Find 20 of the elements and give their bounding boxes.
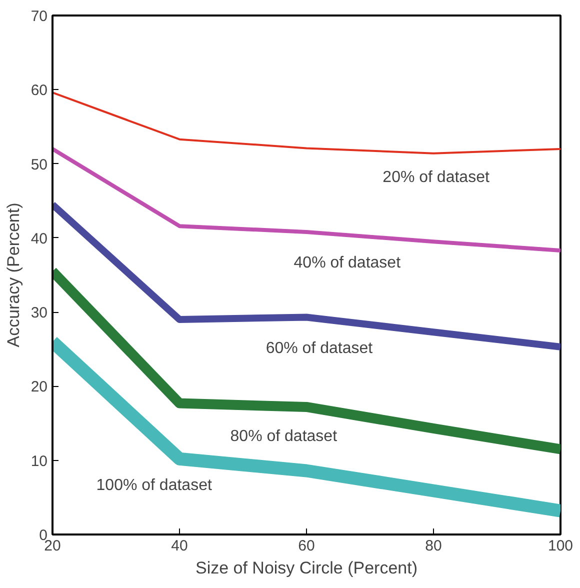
series-label: 60% of dataset <box>266 340 374 358</box>
series-label: 100% of dataset <box>96 476 212 494</box>
y-axis-title: Accuracy (Percent) <box>4 202 23 348</box>
line-series <box>52 92 560 154</box>
y-tick-label: 70 <box>30 8 48 25</box>
x-tick-label: 100 <box>548 538 574 554</box>
x-tick-label: 80 <box>425 538 442 554</box>
y-tick-label: 10 <box>30 452 48 470</box>
y-tick-label: 60 <box>30 82 48 100</box>
series-label: 20% of dataset <box>382 168 490 186</box>
y-tick-label: 50 <box>30 156 48 174</box>
x-axis-title: Size of Noisy Circle (Percent) <box>196 558 418 578</box>
x-tick-label: 40 <box>171 538 188 554</box>
y-tick-label: 40 <box>30 230 48 248</box>
y-tick-label: 20 <box>30 378 48 396</box>
series-label: 40% of dataset <box>294 254 402 272</box>
line-series <box>52 146 560 253</box>
y-tick-label: 30 <box>30 304 48 322</box>
series-label: 80% of dataset <box>230 428 338 445</box>
x-tick-label: 60 <box>298 538 315 554</box>
